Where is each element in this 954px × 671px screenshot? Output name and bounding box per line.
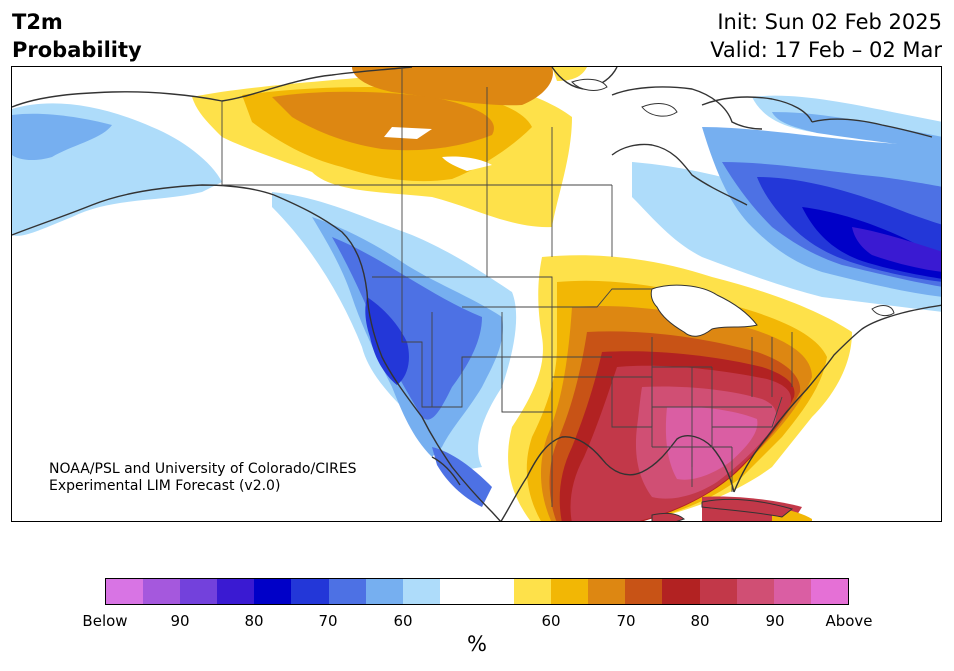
- variable-label: T2m: [12, 10, 63, 34]
- probability-label: Probability: [12, 38, 142, 62]
- colorbar-swatch: [365, 579, 403, 604]
- lake-winnipeg: [384, 127, 432, 139]
- colorbar-tick-above-60: 60: [541, 612, 561, 630]
- shade-below-darkest-west: [365, 297, 409, 385]
- init-date: Init: Sun 02 Feb 2025: [717, 10, 942, 34]
- credit-line-1: NOAA/PSL and University of Colorado/CIRE…: [49, 461, 357, 477]
- colorbar-swatch: [736, 579, 774, 604]
- colorbar-unit: %: [467, 632, 487, 656]
- colorbar-swatch: [291, 579, 329, 604]
- valid-range: Valid: 17 Feb – 02 Mar: [710, 38, 942, 62]
- forecast-dates: Init: Sun 02 Feb 2025 Valid: 17 Feb – 02…: [710, 8, 942, 64]
- colorbar-tick-below-60: 60: [393, 612, 413, 630]
- colorbar-tick-above-70: 70: [616, 612, 636, 630]
- shade-below-strong-west: [332, 237, 482, 420]
- colorbar-tick-below-70: 70: [318, 612, 338, 630]
- colorbar-swatch: [773, 579, 811, 604]
- colorbar-swatch: [476, 579, 515, 604]
- colorbar-tick-above-90: 90: [765, 612, 785, 630]
- colorbar-tick-below-80: 80: [244, 612, 264, 630]
- colorbar-swatch: [180, 579, 218, 604]
- political-borders: [221, 67, 793, 507]
- colorbar-swatch: [217, 579, 255, 604]
- probability-colorbar: [105, 578, 849, 605]
- colorbar-swatch: [328, 579, 366, 604]
- colorbar-swatch: [662, 579, 700, 604]
- colorbar-swatch: [588, 579, 626, 604]
- colorbar-tick-below: Below: [82, 612, 128, 630]
- colorbar-swatch: [439, 579, 477, 604]
- credit-line-2: Experimental LIM Forecast (v2.0): [49, 478, 281, 494]
- colorbar-tick-above-80: 80: [690, 612, 710, 630]
- colorbar-swatch: [625, 579, 663, 604]
- coastlines: [12, 67, 941, 521]
- shade-above-strong-canada: [272, 91, 494, 151]
- colorbar-swatch: [143, 579, 181, 604]
- credit-text: NOAA/PSL and University of Colorado/CIRE…: [49, 461, 357, 495]
- map-title: T2m Probability: [12, 8, 142, 64]
- colorbar-swatch: [402, 579, 440, 604]
- shade-below-mid-alaska: [12, 113, 112, 161]
- probability-map-canvas: [12, 67, 941, 521]
- great-slave-lake: [442, 156, 492, 171]
- forecast-map: [11, 66, 942, 522]
- islands: [571, 78, 895, 521]
- great-lakes: [650, 284, 758, 337]
- shade-below-indigo-labrador: [852, 227, 941, 272]
- colorbar-swatch: [254, 579, 292, 604]
- colorbar-swatch: [810, 579, 848, 604]
- colorbar-tick-below-90: 90: [170, 612, 190, 630]
- colorbar-swatch: [699, 579, 737, 604]
- colorbar-swatch: [551, 579, 589, 604]
- colorbar-swatch: [514, 579, 552, 604]
- shade-below-weak-baja: [432, 447, 492, 507]
- colorbar-swatch: [106, 579, 144, 604]
- colorbar-tick-above: Above: [825, 612, 873, 630]
